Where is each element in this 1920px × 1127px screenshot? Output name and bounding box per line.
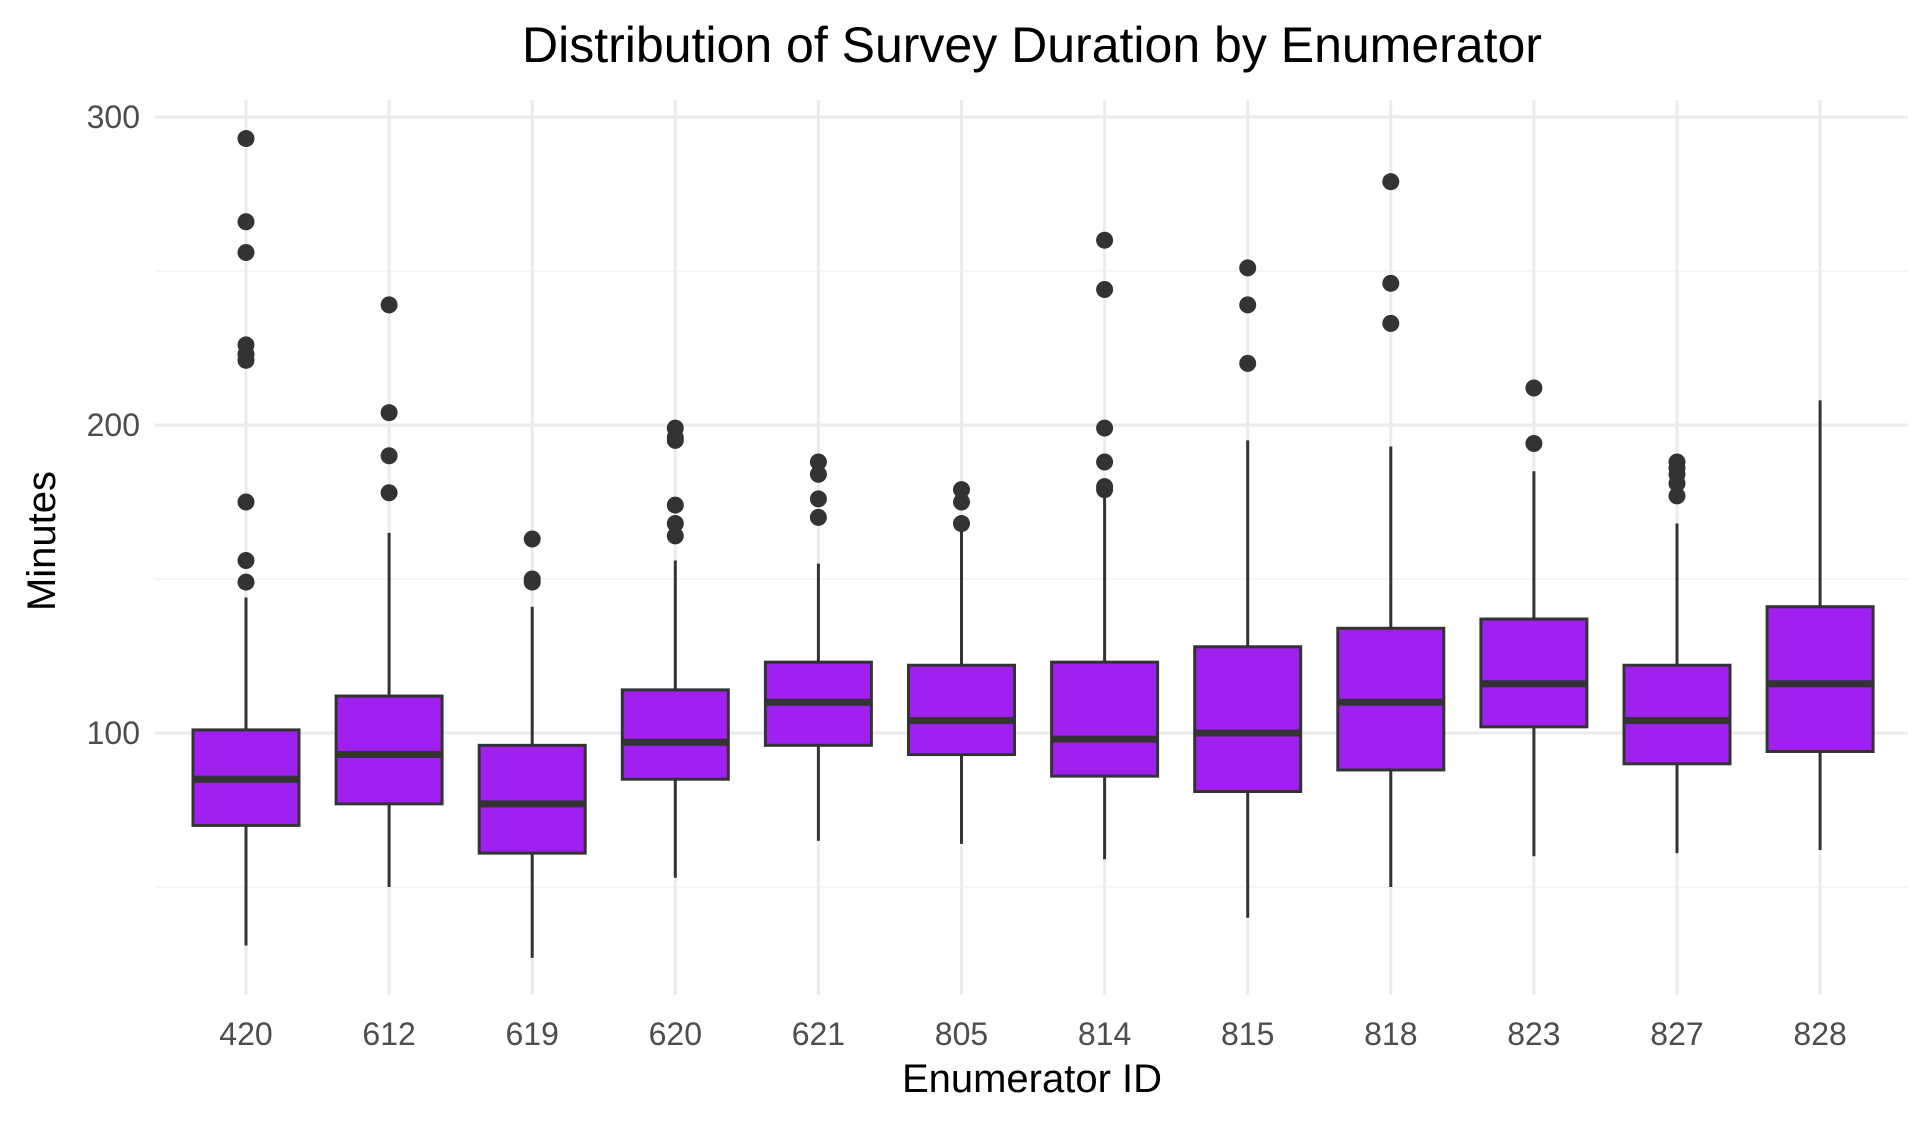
box-group [477,606,587,958]
outlier-point [1096,280,1114,298]
x-tick-label: 621 [792,1016,845,1052]
chart-title: Distribution of Survey Duration by Enume… [522,17,1542,73]
outlier-point [1668,453,1686,471]
x-tick-label: 420 [219,1016,272,1052]
outlier-point [666,419,684,437]
outlier-point [237,213,255,231]
x-tick-label: 827 [1650,1016,1703,1052]
x-tick-label: 814 [1078,1016,1131,1052]
x-tick-label: 612 [362,1016,415,1052]
outlier-point [1096,231,1114,249]
outlier-point [1096,419,1114,437]
outlier-point [237,130,255,148]
box-group [1479,471,1589,857]
outlier-point [953,515,970,533]
box-group [763,563,873,841]
outlier-point [666,496,684,514]
outlier-point [237,336,255,354]
box-group [191,597,301,946]
outlier-point [1239,296,1257,314]
y-axis-ticks: 100 200 300 [87,99,140,751]
outlier-point [380,484,398,502]
x-tick-label: 619 [506,1016,559,1052]
outlier-point [237,493,255,511]
outlier-point [1525,379,1543,397]
box-iqr [1479,617,1589,729]
box-group [907,529,1016,844]
y-axis-title: Minutes [20,471,64,611]
outlier-point [380,447,398,465]
box-iqr [907,663,1016,757]
box-group [1765,400,1875,851]
x-tick-label: 828 [1793,1016,1846,1052]
outlier-point [809,453,827,471]
box-group [1193,440,1303,918]
box-group [1336,446,1446,887]
x-tick-label: 823 [1507,1016,1560,1052]
x-tick-label: 620 [649,1016,702,1052]
outlier-point [523,530,541,548]
outlier-point [809,465,827,483]
x-tick-label: 818 [1364,1016,1417,1052]
box-iqr [1050,660,1160,778]
box-iqr [1193,645,1303,794]
box-iqr [1622,663,1732,766]
outlier-point [237,573,255,591]
box-iqr [620,688,730,781]
outlier-layer [237,130,1686,591]
box-group [334,532,444,887]
outlier-point [1096,478,1114,496]
outlier-point [1239,259,1257,277]
outlier-point [237,552,255,570]
y-tick-label: 100 [87,715,140,751]
outlier-point [380,296,398,314]
outlier-point [1382,314,1400,332]
box-iqr [1765,605,1875,753]
outlier-point [523,570,541,588]
outlier-point [809,508,827,526]
outlier-point [666,527,684,545]
box-iqr [477,743,587,855]
box-group [1622,523,1732,854]
grid-layer [155,100,1908,995]
outlier-point [666,515,684,533]
box-group [1050,492,1160,860]
x-axis-ticks: 420 612 619 620 621 805 814 815 818 823 827 828 [219,1016,1846,1052]
outlier-point [953,481,970,499]
outlier-point [1382,173,1400,191]
box-iqr [334,694,444,806]
x-axis-title: Enumerator ID [902,1057,1162,1101]
outlier-point [1668,487,1686,505]
outlier-point [1525,434,1543,452]
outlier-point [809,490,827,508]
outlier-point [1096,453,1114,471]
outlier-point [1382,274,1400,292]
box-layer [191,400,1875,958]
box-group [620,560,730,878]
outlier-point [1239,354,1257,372]
y-tick-label: 200 [87,407,140,443]
x-tick-label: 805 [935,1016,988,1052]
y-tick-label: 300 [87,99,140,135]
outlier-point [237,244,255,262]
x-tick-label: 815 [1221,1016,1274,1052]
outlier-point [953,493,970,511]
outlier-point [380,404,398,422]
